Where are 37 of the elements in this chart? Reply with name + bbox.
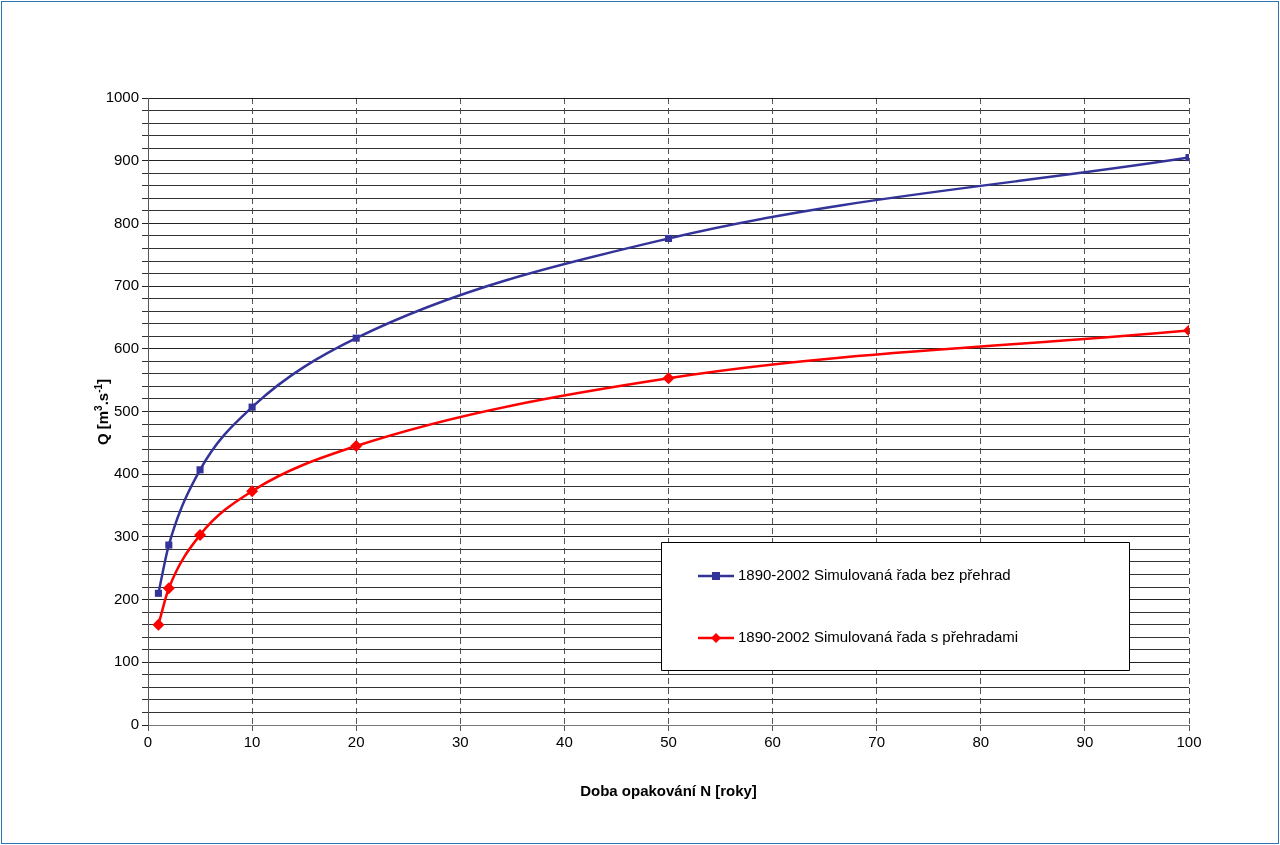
point <box>246 485 259 498</box>
y-tick-label: 700 <box>113 276 139 294</box>
y-tick-label: 400 <box>113 464 139 482</box>
y-tick-label: 600 <box>113 338 139 356</box>
point <box>162 582 175 595</box>
point <box>165 541 173 549</box>
x-tick-label: 20 <box>347 733 365 751</box>
x-tick-label: 80 <box>972 733 990 751</box>
y-tick-label: 300 <box>113 527 139 545</box>
y-tick-label: 900 <box>113 150 139 168</box>
x-tick-label: 40 <box>556 733 573 751</box>
x-tick-label: 90 <box>1076 733 1094 751</box>
legend-label: 1890-2002 Simulovaná řada bez přehrad <box>738 566 1011 584</box>
y-tick-label: 0 <box>130 715 139 733</box>
x-tick-label: 70 <box>868 733 886 751</box>
point <box>194 529 207 542</box>
y-tick-label: 200 <box>113 589 139 607</box>
point <box>152 618 165 631</box>
x-tick-label: 0 <box>143 733 153 751</box>
point <box>352 334 360 342</box>
point <box>662 372 675 385</box>
y-tick-label: 1000 <box>105 88 139 106</box>
point <box>248 403 256 411</box>
point <box>664 234 673 242</box>
legend-label: 1890-2002 Simulovaná řada s přehradami <box>738 628 1019 646</box>
x-tick-label: 50 <box>660 733 677 751</box>
x-tick-label: 100 <box>1176 733 1202 751</box>
y-tick-label: 500 <box>113 401 139 419</box>
x-axis-title: Doba opakování N [roky] <box>580 782 757 800</box>
point <box>196 466 204 474</box>
y-tick-label: 100 <box>113 652 139 670</box>
x-tick-label: 30 <box>451 733 469 751</box>
x-tick-label: 60 <box>764 733 781 751</box>
point <box>154 589 162 597</box>
point <box>350 439 363 452</box>
x-tick-label: 10 <box>243 733 261 751</box>
y-tick-label: 800 <box>113 213 139 231</box>
